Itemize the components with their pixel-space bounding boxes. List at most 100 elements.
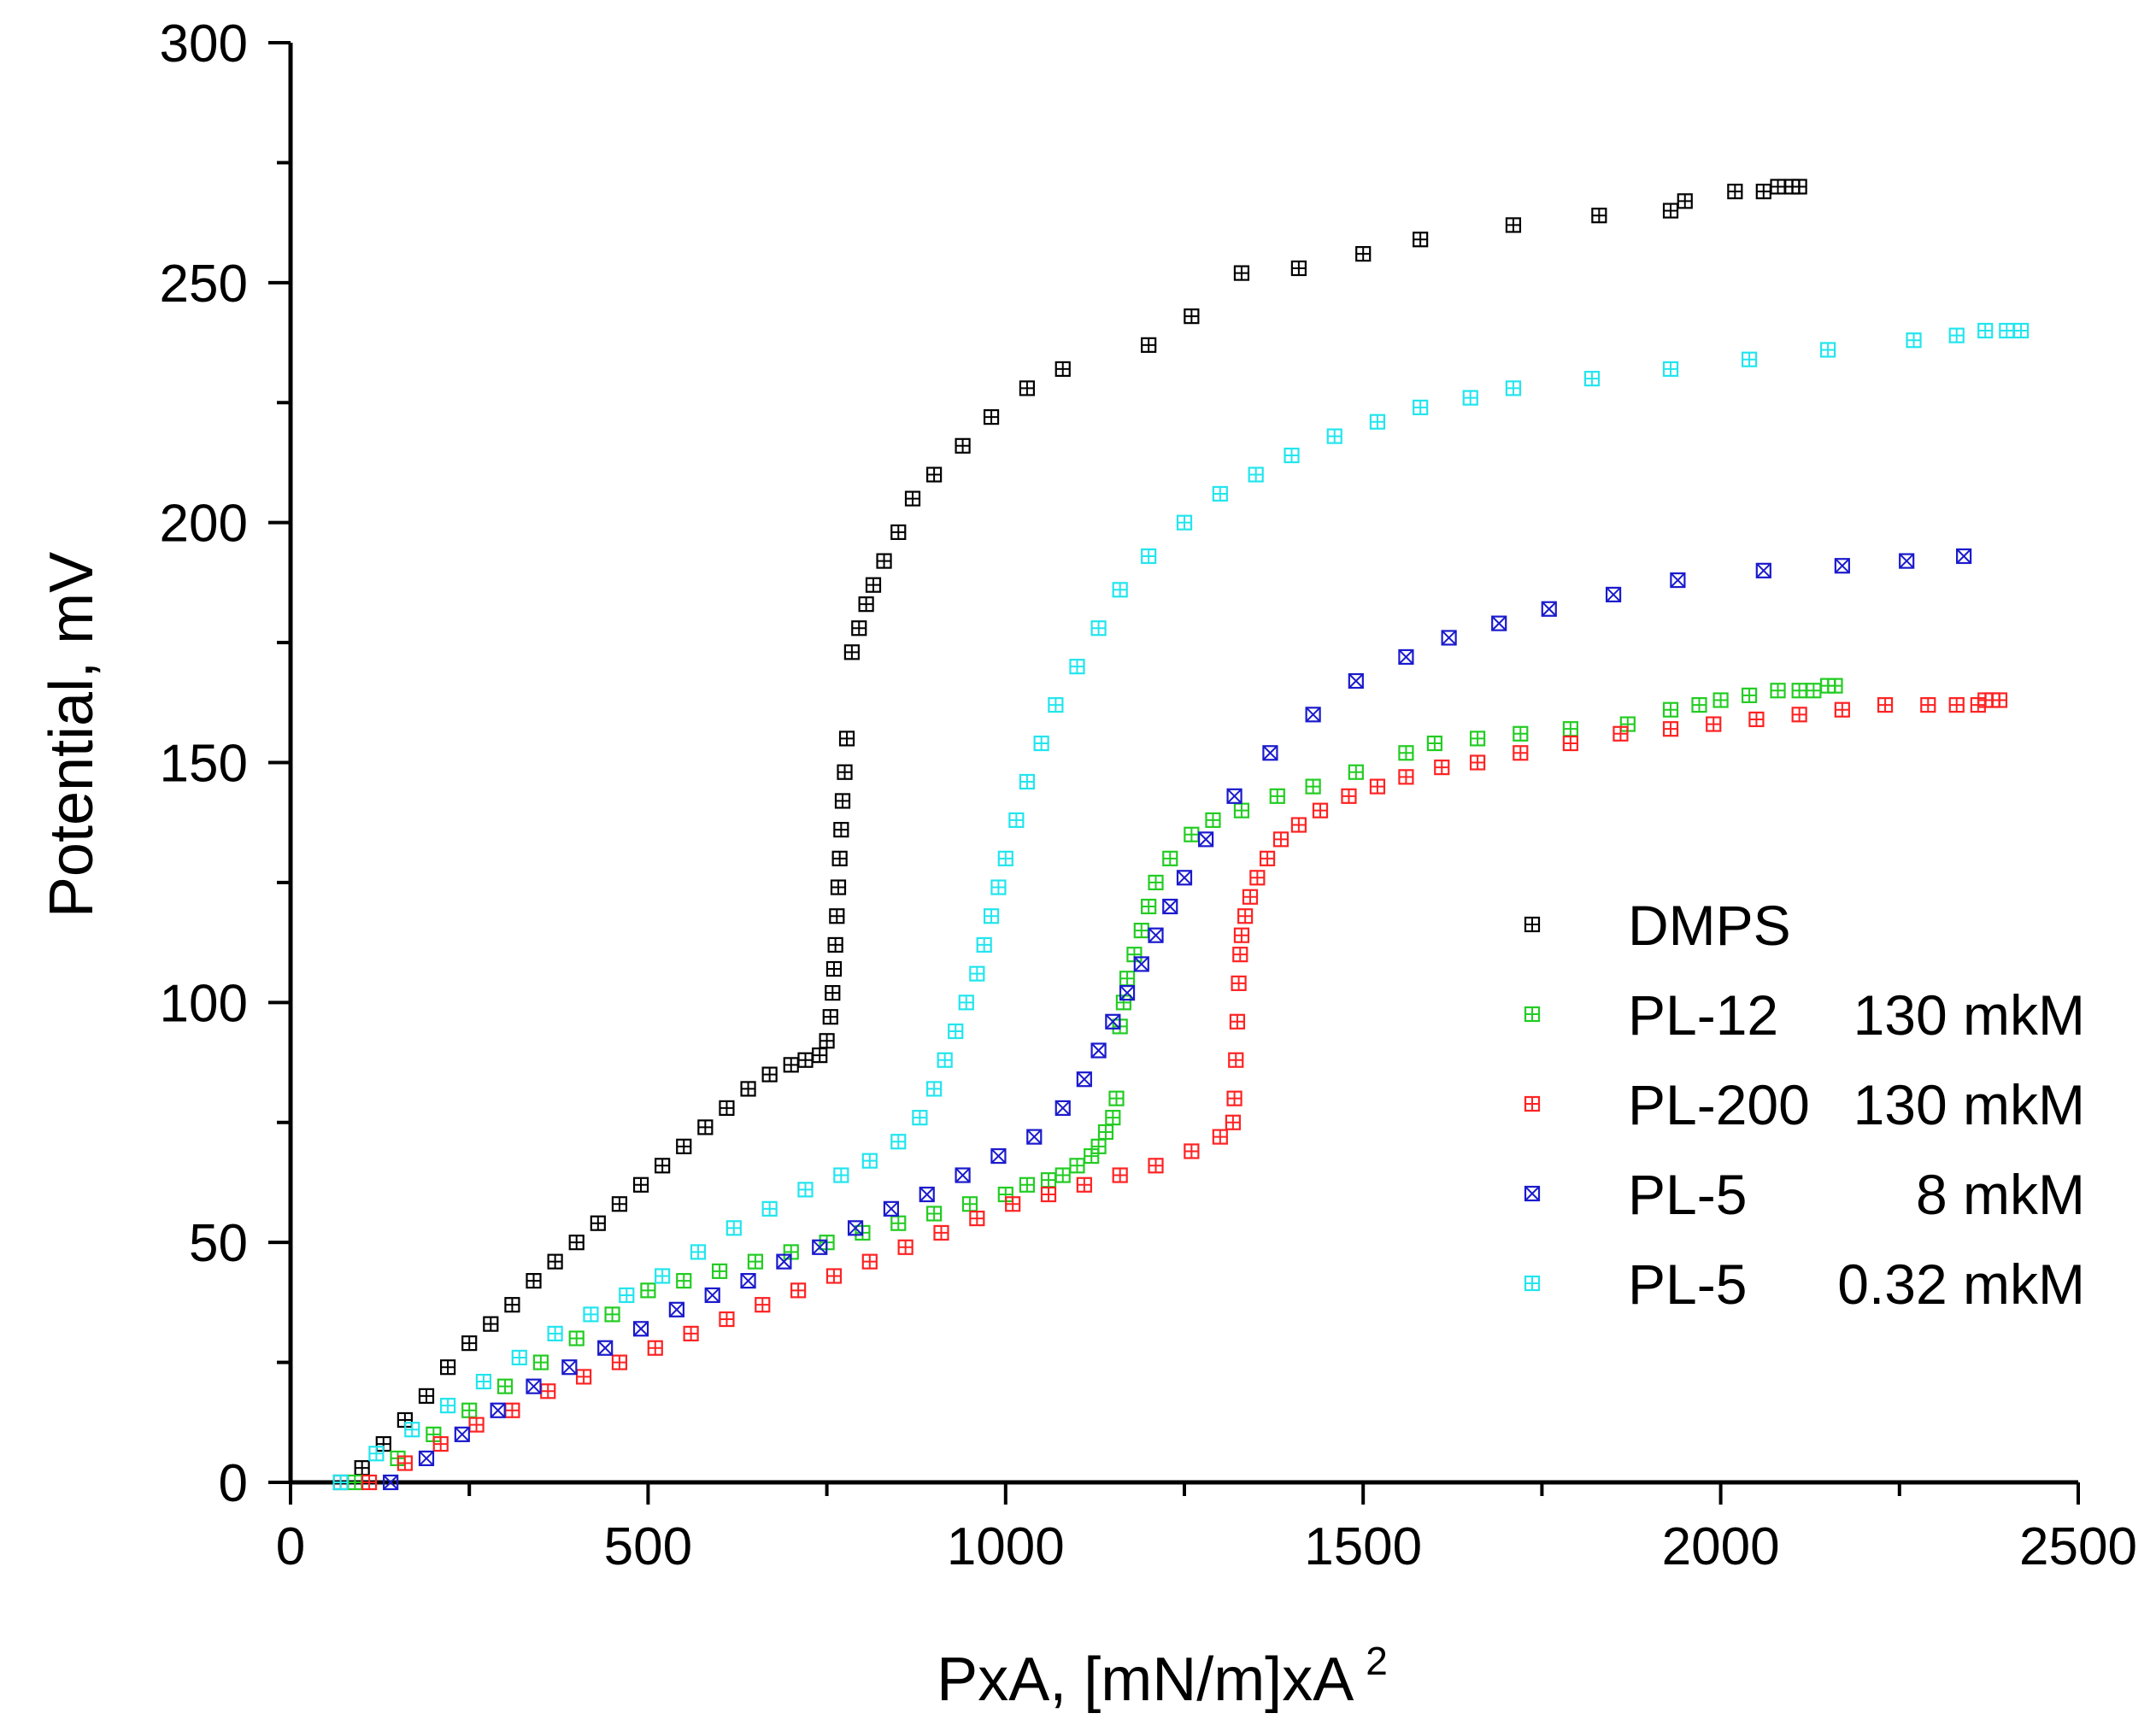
data-point [883,1200,900,1217]
data-point [1662,701,1679,718]
data-point [1005,1196,1021,1212]
data-point [676,1272,692,1289]
data-point [1613,725,1629,742]
data-point [843,644,860,660]
data-point [1326,428,1342,444]
data-point [640,1282,656,1299]
data-point [955,1167,971,1183]
data-point [1505,217,1522,233]
data-point [726,1220,742,1236]
data-point [711,1263,728,1279]
data-point [1413,399,1429,415]
data-point [747,1253,764,1270]
data-point [1355,246,1372,262]
legend-marker [1524,916,1541,933]
data-point [383,1474,399,1491]
data-point [1108,1090,1125,1106]
data-point [1434,760,1450,776]
data-point [740,1081,756,1097]
data-point [1341,788,1357,804]
data-point [1426,735,1442,752]
data-point [1284,447,1300,464]
data-point [1184,1143,1200,1159]
legend-label: PL-200 [1628,1073,1810,1136]
data-point [858,596,874,613]
data-point [990,1147,1007,1165]
y-tick-label: 200 [160,495,248,554]
data-point [1205,812,1221,829]
data-point [1755,184,1771,200]
data-point [1469,754,1486,771]
data-point [1019,773,1036,790]
legend-item: PL-5 8 mkM [1524,1163,2085,1226]
data-point [568,1235,585,1251]
data-point [1956,548,1972,565]
data-point [397,1455,413,1471]
data-point [1233,927,1250,943]
data-point [647,1340,663,1356]
data-point [1040,1172,1057,1188]
data-point [368,1446,385,1462]
data-point [833,822,849,838]
data-point [834,793,851,809]
x-tick-label: 1000 [947,1517,1065,1576]
data-point [1505,380,1522,396]
data-point [475,1373,492,1390]
data-point [969,1210,985,1227]
data-point [1008,812,1025,829]
data-point [961,1196,978,1212]
data-point [719,1100,735,1117]
data-point [1162,898,1178,915]
data-point [1198,831,1214,848]
data-point [1269,788,1285,804]
data-point [825,1268,843,1284]
data-point [504,1402,520,1418]
data-point [1541,601,1557,617]
data-point [461,1402,478,1418]
data-point [1834,701,1850,718]
data-point [1019,1176,1036,1193]
data-point [1748,711,1765,728]
data-point [1228,1052,1244,1068]
data-point [1033,735,1049,752]
data-point [468,1417,485,1433]
data-point [761,1200,778,1217]
data-point [1076,1176,1092,1193]
data-point [1040,1186,1057,1203]
data-point [890,1134,907,1150]
data-point [822,1009,838,1025]
data-point [1212,1129,1228,1145]
data-point [933,1224,949,1241]
data-point [1605,586,1622,603]
data-point [969,965,985,982]
data-point [1562,735,1578,752]
legend-concentration: 8 mkM [1916,1163,2085,1226]
data-point [1069,659,1085,675]
data-point [1055,361,1071,378]
data-point [454,1426,470,1442]
data-point [1232,947,1248,963]
data-point [847,1220,864,1236]
data-point [418,1450,435,1467]
data-point [483,1316,499,1332]
data-point [1248,466,1264,483]
data-point [432,1435,449,1452]
y-tick-label: 250 [160,255,248,314]
data-point [1877,696,1894,713]
data-point [919,1186,935,1203]
x-tick-label: 0 [276,1517,305,1576]
data-point [1259,850,1276,866]
data-point [1076,1071,1092,1088]
data-point [676,1138,692,1154]
data-point [983,409,1000,425]
data-point [926,1081,943,1097]
axes [288,43,2078,1485]
data-point [526,1272,542,1289]
data-point [461,1335,478,1352]
data-point [1398,745,1414,761]
data-point [1899,553,1915,569]
data-point [1706,716,1722,732]
x-tick-label: 1500 [1304,1517,1422,1576]
data-point [1026,1129,1043,1145]
data-point [819,1033,835,1049]
